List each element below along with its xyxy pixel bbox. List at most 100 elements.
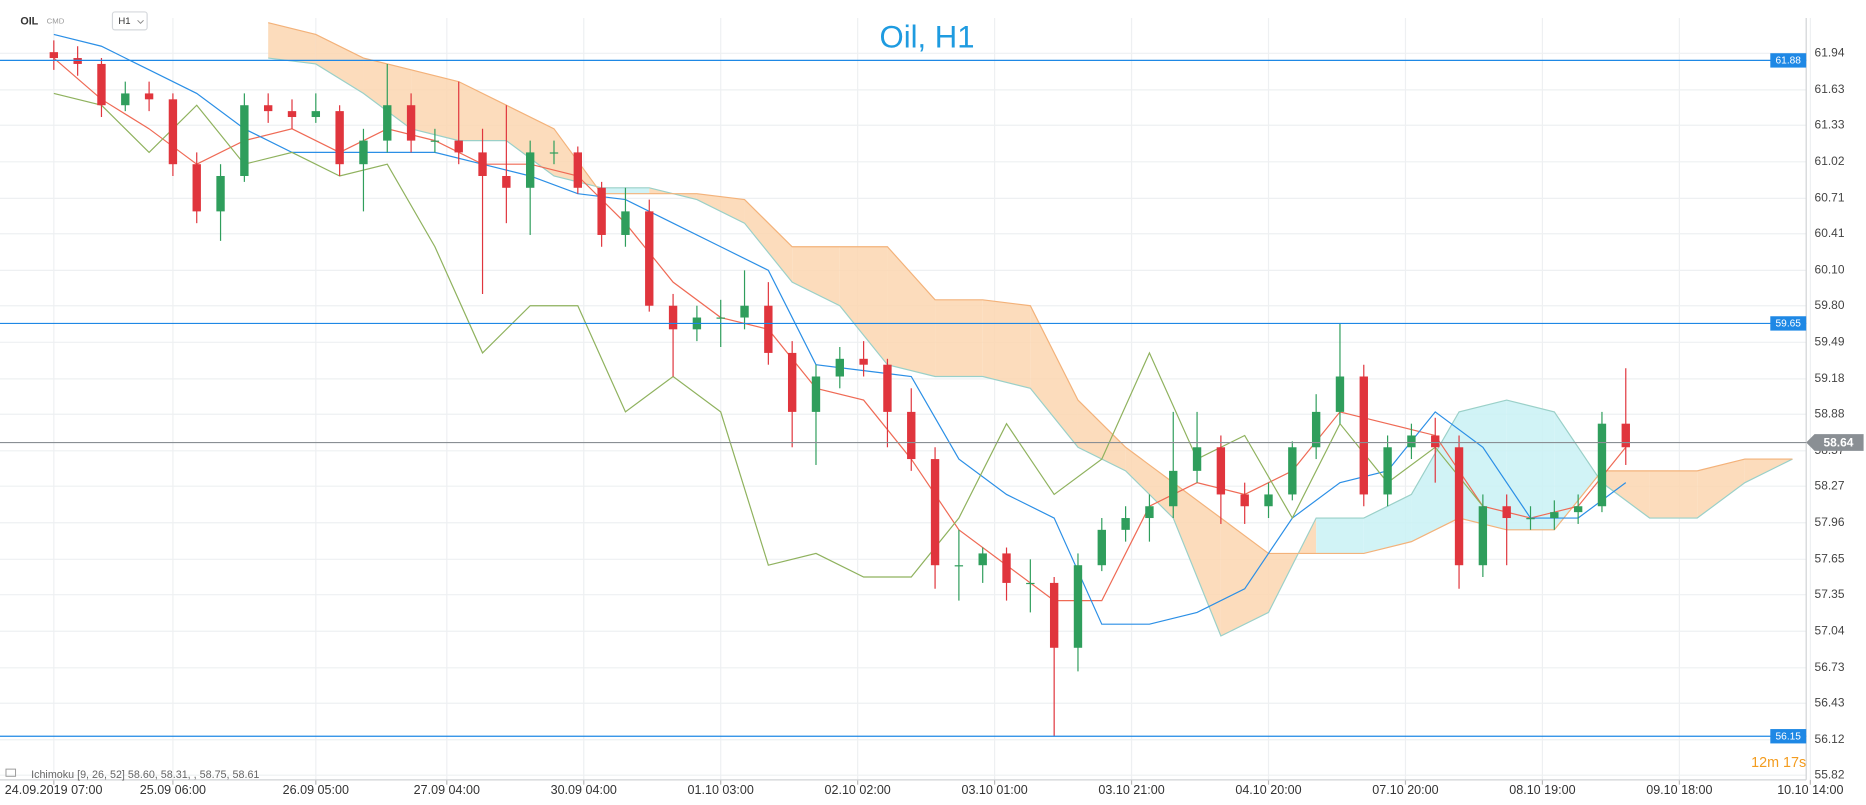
candle-body (1169, 470, 1178, 507)
candle-body (502, 175, 511, 188)
timeframe-select[interactable] (111, 11, 148, 31)
candle-body (978, 553, 987, 566)
candle-body (811, 376, 821, 412)
candle-body (835, 358, 844, 377)
candle-body (1240, 494, 1249, 507)
candle-body (787, 352, 797, 412)
y-tick-label: 55.82 (1815, 767, 1845, 781)
x-tick-label: 30.09 04:00 (551, 783, 617, 797)
symbol[interactable]: OIL (20, 15, 38, 27)
candle-body (1264, 494, 1273, 507)
dropdown-arrow (137, 19, 144, 25)
level-label-box (1770, 316, 1807, 331)
level-label: 61.88 (1776, 56, 1802, 67)
candle-body (406, 105, 416, 141)
candle-body (1192, 447, 1202, 471)
cloud-segment (744, 199, 793, 283)
cloud-segment (458, 81, 507, 141)
cloud-segment (935, 299, 983, 377)
candle-body (97, 63, 106, 106)
candle-body (1288, 447, 1297, 495)
x-tick-label: 27.09 04:00 (414, 783, 480, 797)
cloud-segment (1554, 411, 1602, 530)
candle-timer: 12m 17s (1751, 755, 1806, 771)
candle-body (1311, 411, 1321, 448)
y-tick-label: 56.43 (1815, 695, 1845, 709)
candle-body (740, 305, 749, 318)
x-tick-label: 09.10 18:00 (1646, 783, 1712, 797)
plot-area (49, 22, 1793, 737)
candle-body (621, 211, 630, 235)
cloud-segment (1030, 305, 1078, 448)
cloud-segment (315, 34, 364, 94)
ichimoku-line (53, 92, 1484, 578)
level-label-box (1770, 53, 1807, 68)
x-tick-label: 03.10 21:00 (1098, 783, 1164, 797)
candle-body (454, 140, 463, 153)
candle-body (764, 305, 773, 353)
level-label-box (1770, 729, 1807, 744)
y-tick-label: 57.04 (1815, 623, 1845, 637)
cloud-segment (1220, 518, 1269, 636)
x-tick-label: 26.09 05:00 (283, 783, 349, 797)
x-tick-label: 03.10 01:00 (961, 783, 1027, 797)
candle-body (907, 411, 916, 460)
candle-body (1621, 423, 1630, 448)
candle-body (716, 317, 725, 319)
cloud-segment (1601, 470, 1650, 519)
cloud-segment (1363, 494, 1412, 554)
x-tick-label: 08.10 19:00 (1509, 783, 1575, 797)
cloud-segment (1649, 470, 1698, 519)
x-tick-label: 07.10 20:00 (1372, 783, 1438, 797)
candle-body (430, 140, 440, 142)
candle-body (859, 358, 868, 365)
candle-body (1407, 435, 1416, 448)
cloud-segment (839, 246, 888, 365)
y-tick-label: 56.12 (1815, 732, 1845, 746)
chart-title: Oil, H1 (880, 20, 975, 55)
candle-body (1550, 512, 1559, 519)
candle-body (930, 459, 940, 566)
cloud-segment (887, 246, 936, 377)
indicator-icon[interactable] (5, 768, 17, 777)
y-tick-label: 58.88 (1815, 406, 1845, 420)
last-price-label: 58.64 (1824, 435, 1854, 449)
candle-body (1573, 506, 1583, 513)
senkou-span-a (268, 57, 1793, 637)
cloud-segment (1506, 400, 1555, 530)
y-tick-label: 57.65 (1815, 551, 1845, 565)
candle-body (1121, 518, 1130, 530)
candle-body (1145, 506, 1154, 519)
cloud-segment (696, 193, 745, 224)
y-tick-label: 60.10 (1815, 263, 1845, 277)
candle-body (573, 152, 582, 188)
x-tick-label: 10.10 14:00 (1777, 783, 1843, 797)
x-tick-label: 04.10 20:00 (1235, 783, 1301, 797)
candle-body (216, 175, 225, 212)
candle-body (359, 140, 368, 165)
candle-body (335, 111, 344, 165)
level-label: 56.15 (1776, 732, 1802, 743)
level-label: 59.65 (1776, 319, 1802, 330)
senkou-span-b (268, 22, 1793, 555)
candle-body (240, 105, 249, 176)
candle-body (1431, 435, 1440, 448)
x-tick-label: 24.09.2019 07:00 (5, 783, 103, 797)
candle-body (597, 187, 606, 235)
candle-body (954, 565, 964, 567)
y-tick-label: 60.41 (1815, 226, 1845, 240)
candle-body (525, 152, 535, 188)
candle-body (168, 99, 178, 165)
timeframe-label[interactable]: H1 (118, 16, 130, 27)
x-tick-label: 01.10 03:00 (688, 783, 754, 797)
candle-body (1026, 582, 1035, 585)
candle-body (478, 152, 487, 176)
y-tick-label: 56.73 (1815, 660, 1845, 674)
candle-body (263, 105, 273, 112)
candle-body (1478, 506, 1488, 566)
axes: 61.94 61.63 61.33 61.02 60.71 60.41 60.10 59.80… (0, 17, 1864, 797)
candle-body (1526, 518, 1535, 520)
